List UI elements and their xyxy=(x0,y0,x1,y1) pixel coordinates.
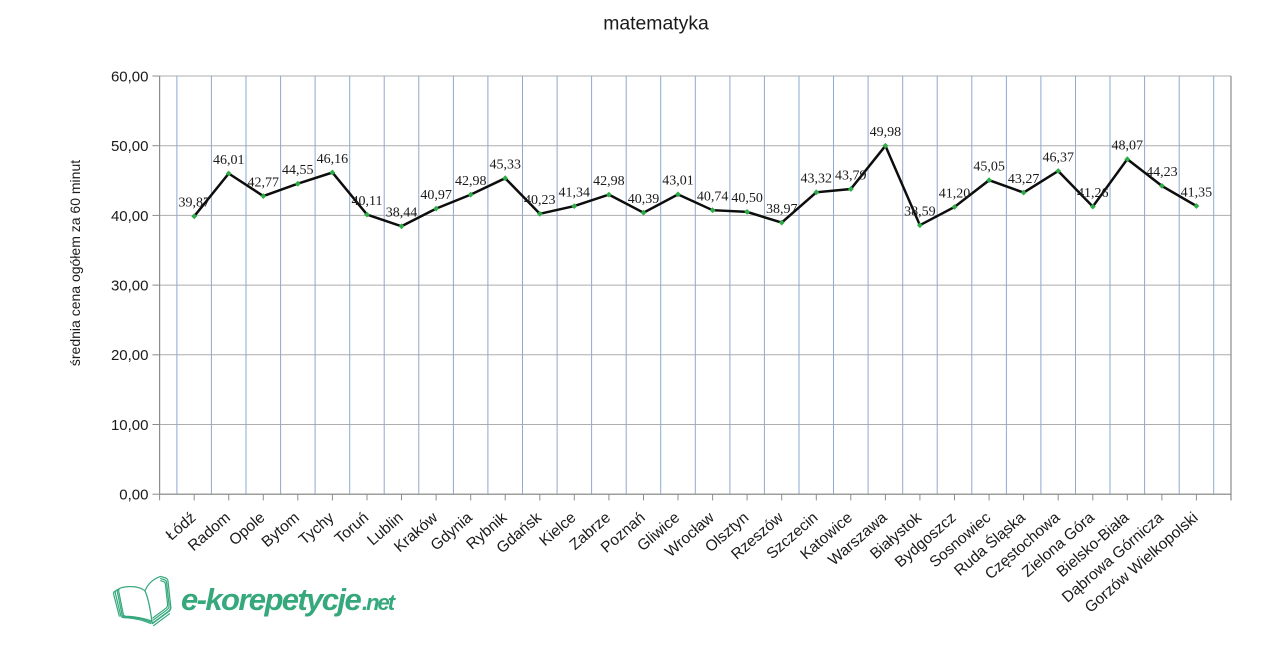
svg-text:42,98: 42,98 xyxy=(593,174,625,189)
svg-text:20,00: 20,00 xyxy=(111,347,149,364)
svg-text:43,32: 43,32 xyxy=(801,172,833,187)
svg-text:43,79: 43,79 xyxy=(835,168,867,183)
svg-text:Toruń: Toruń xyxy=(332,509,372,547)
svg-text:Tychy: Tychy xyxy=(296,509,338,549)
svg-text:40,00: 40,00 xyxy=(111,208,149,225)
svg-text:60,00: 60,00 xyxy=(111,68,149,85)
svg-text:50,00: 50,00 xyxy=(111,138,149,155)
svg-text:40,74: 40,74 xyxy=(697,190,729,205)
svg-text:49,98: 49,98 xyxy=(870,125,902,140)
svg-text:40,11: 40,11 xyxy=(352,194,383,209)
svg-text:39,87: 39,87 xyxy=(178,196,210,211)
svg-text:48,07: 48,07 xyxy=(1112,139,1144,154)
svg-text:46,01: 46,01 xyxy=(213,153,245,168)
svg-text:42,77: 42,77 xyxy=(248,175,280,190)
svg-text:38,59: 38,59 xyxy=(904,205,936,220)
svg-text:.net: .net xyxy=(362,590,397,615)
svg-text:38,44: 38,44 xyxy=(386,206,418,221)
svg-text:44,55: 44,55 xyxy=(282,163,314,178)
svg-text:40,23: 40,23 xyxy=(524,193,556,208)
svg-text:Bytom: Bytom xyxy=(259,509,303,551)
svg-text:46,37: 46,37 xyxy=(1042,150,1074,165)
svg-text:43,27: 43,27 xyxy=(1008,172,1040,187)
svg-text:e-korepetycje: e-korepetycje xyxy=(181,582,361,617)
svg-text:43,01: 43,01 xyxy=(662,174,694,189)
svg-text:40,39: 40,39 xyxy=(628,192,660,207)
svg-text:44,23: 44,23 xyxy=(1146,165,1178,180)
svg-text:42,98: 42,98 xyxy=(455,174,487,189)
svg-text:40,97: 40,97 xyxy=(420,188,452,203)
svg-text:38,97: 38,97 xyxy=(766,202,798,217)
svg-text:0,00: 0,00 xyxy=(119,487,148,504)
svg-text:46,16: 46,16 xyxy=(317,152,349,167)
svg-text:41,34: 41,34 xyxy=(559,185,591,200)
svg-text:45,33: 45,33 xyxy=(489,158,521,173)
svg-text:41,35: 41,35 xyxy=(1181,185,1213,200)
svg-text:matematyka: matematyka xyxy=(603,13,709,35)
svg-text:średnia cena ogółem za 60 minu: średnia cena ogółem za 60 minut xyxy=(67,160,83,366)
svg-text:45,05: 45,05 xyxy=(973,160,1005,175)
svg-text:41,26: 41,26 xyxy=(1077,186,1109,201)
svg-text:40,50: 40,50 xyxy=(731,191,763,206)
svg-text:30,00: 30,00 xyxy=(111,278,149,295)
svg-text:41,20: 41,20 xyxy=(939,186,971,201)
svg-text:10,00: 10,00 xyxy=(111,417,149,434)
